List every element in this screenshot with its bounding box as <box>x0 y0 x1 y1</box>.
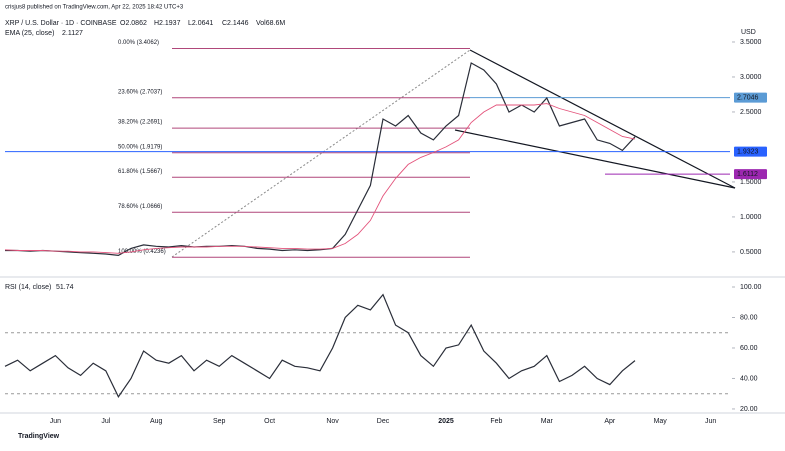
price-tag <box>734 169 767 180</box>
y-tick-label: 100.00 <box>740 284 762 291</box>
fib-label: 23.60% (2.7037) <box>118 89 162 95</box>
y-tick-label: 0.5000 <box>740 249 762 256</box>
fib-label: 100.00% (0.4236) <box>118 249 166 255</box>
legend-name: RSI (14, close) <box>5 284 51 291</box>
x-tick-label: Apr <box>604 418 616 425</box>
y-tick-label: 3.0000 <box>740 74 762 81</box>
fib-label: 61.80% (1.5667) <box>118 169 162 175</box>
fib-label: 78.60% (1.0666) <box>118 204 162 210</box>
x-tick-label: Jun <box>50 418 61 425</box>
x-tick-label: Sep <box>213 418 226 425</box>
y-tick-label: 40.00 <box>740 375 758 382</box>
currency: USD <box>741 29 756 36</box>
x-tick-label: Mar <box>541 418 554 425</box>
ohlc-value: L2.0641 <box>188 20 213 27</box>
y-tick-label: 3.5000 <box>740 39 762 46</box>
fib-label: 38.20% (2.2691) <box>118 120 162 126</box>
price-tag <box>734 92 767 103</box>
ohlc-value: Vol68.6M <box>256 20 285 27</box>
y-tick-label: 1.5000 <box>740 179 762 186</box>
series-line <box>4 103 636 254</box>
x-tick-label: 2025 <box>438 418 454 425</box>
published: crisjus8 published on TradingView.com, A… <box>5 5 184 11</box>
ohlc-value: O2.0862 <box>120 20 147 27</box>
fib-label: 50.00% (1.9179) <box>118 144 162 150</box>
price-tag-label: 2.7046 <box>737 94 759 101</box>
price-tag <box>734 146 767 157</box>
x-tick-label: Nov <box>326 418 339 425</box>
x-tick-label: Jun <box>705 418 716 425</box>
y-tick-label: 20.00 <box>740 406 758 413</box>
x-tick-label: May <box>654 418 668 425</box>
y-tick-label: 1.0000 <box>740 214 762 221</box>
fib-diagonal <box>171 49 471 258</box>
x-tick-label: Oct <box>264 418 275 425</box>
ohlc-value: H2.1937 <box>154 20 181 27</box>
y-tick-label: 60.00 <box>740 345 758 352</box>
y-tick-label: 80.00 <box>740 314 758 321</box>
x-tick-label: Dec <box>377 418 390 425</box>
price-tag-label: 1.9323 <box>737 149 759 156</box>
price-tag-label: 1.6112 <box>737 171 758 178</box>
legend-name: EMA (25, close) <box>5 30 54 37</box>
ohlc-value: C2.1446 <box>222 20 249 27</box>
series-line <box>5 62 636 257</box>
trendline <box>469 49 736 189</box>
brand: TradingView <box>18 433 60 440</box>
trendline <box>454 129 736 189</box>
y-tick-label: 2.5000 <box>740 109 762 116</box>
series-line <box>4 293 636 398</box>
x-tick-label: Aug <box>150 418 163 425</box>
legend-value: 51.74 <box>56 284 74 291</box>
fib-label: 0.00% (3.4062) <box>118 40 159 46</box>
legend-name: XRP / U.S. Dollar · 1D · COINBASE <box>5 20 117 27</box>
x-tick-label: Feb <box>490 418 502 425</box>
legend-value: 2.1127 <box>62 30 83 37</box>
x-tick-label: Jul <box>101 418 110 425</box>
